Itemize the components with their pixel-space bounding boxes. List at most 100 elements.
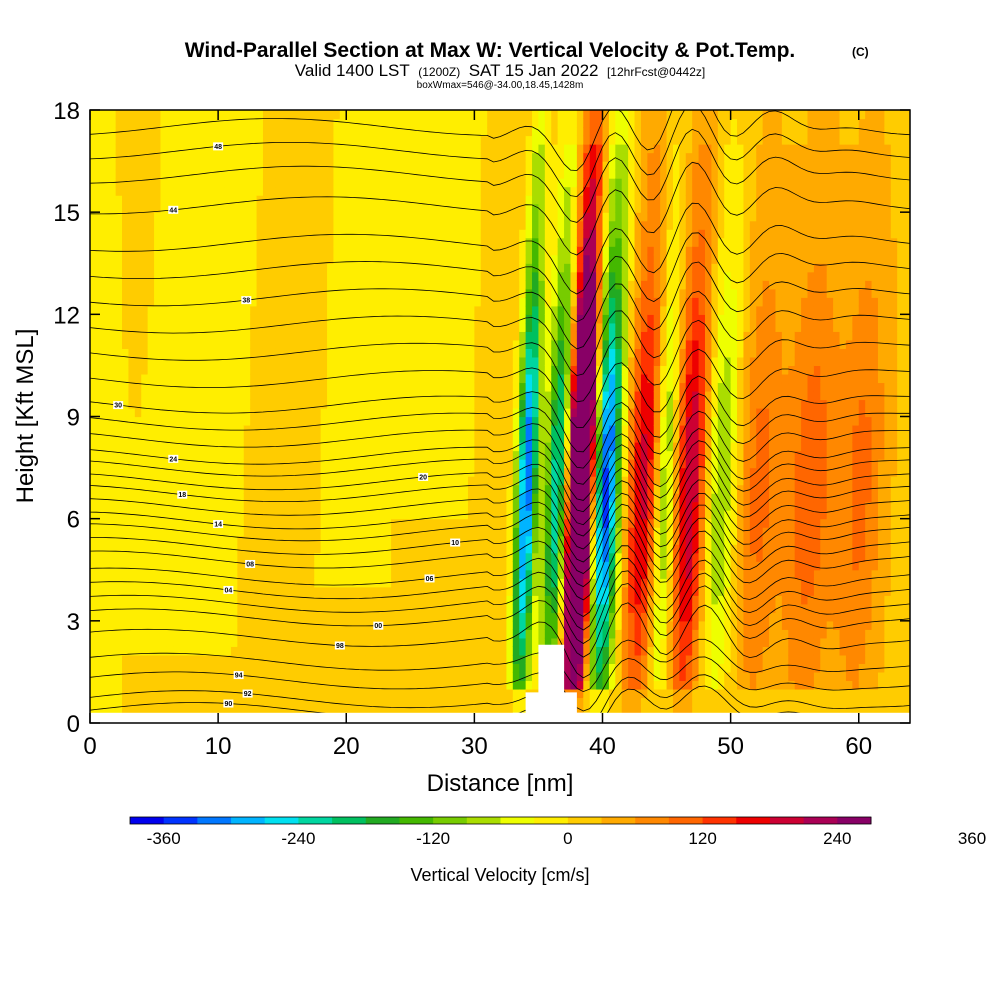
velocity-cell [371,416,379,426]
velocity-cell [346,305,354,315]
velocity-cell [307,416,315,426]
velocity-cell [327,280,335,290]
velocity-cell [525,493,533,503]
velocity-cell [109,127,117,137]
velocity-cell [275,280,283,290]
velocity-cell [359,110,367,120]
velocity-cell [262,339,270,349]
velocity-cell [474,459,482,469]
velocity-cell [307,535,315,545]
velocity-cell [397,305,405,315]
velocity-cell [173,476,181,486]
velocity-cell [314,229,322,239]
velocity-cell [205,552,213,562]
velocity-cell [192,425,200,435]
velocity-cell [416,501,424,511]
velocity-cell [115,288,123,298]
velocity-cell [275,569,283,579]
velocity-cell [320,169,328,179]
velocity-cell [333,305,341,315]
velocity-cell [122,152,130,162]
velocity-cell [397,169,405,179]
velocity-cell [160,390,168,401]
velocity-cell [480,442,488,452]
velocity-cell [301,271,309,281]
velocity-cell [166,416,174,426]
velocity-cell [256,161,264,171]
velocity-cell [115,407,123,418]
velocity-cell [442,697,450,707]
velocity-cell [333,671,341,682]
velocity-cell [506,416,514,426]
velocity-cell [141,425,149,435]
velocity-cell [378,271,386,281]
velocity-cell [410,271,418,281]
velocity-cell [519,373,527,384]
velocity-cell [429,433,437,443]
velocity-cell [166,152,174,162]
velocity-cell [410,322,418,332]
velocity-cell [96,169,104,179]
velocity-cell [467,527,475,537]
velocity-cell [346,510,354,520]
velocity-cell [352,527,360,537]
velocity-cell [160,322,168,332]
velocity-cell [115,595,123,605]
velocity-cell [371,612,379,622]
velocity-cell [301,246,309,256]
velocity-cell [237,118,245,128]
velocity-cell [512,705,520,716]
velocity-cell [500,271,508,281]
velocity-cell [448,688,456,699]
velocity-cell [90,671,98,682]
velocity-cell [173,399,181,409]
velocity-cell [275,314,283,324]
velocity-cell [211,169,219,179]
velocity-cell [359,297,367,307]
velocity-cell [128,612,136,622]
velocity-cell [410,220,418,230]
velocity-cell [391,297,399,307]
velocity-cell [218,390,226,401]
velocity-cell [109,229,117,239]
velocity-cell [371,433,379,443]
velocity-cell [134,203,142,213]
velocity-cell [307,382,315,392]
velocity-cell [166,169,174,179]
velocity-cell [256,476,264,486]
velocity-cell [211,237,219,247]
velocity-cell [480,680,488,690]
velocity-cell [467,407,475,418]
velocity-cell [333,203,341,213]
velocity-cell [250,254,258,264]
velocity-cell [461,220,469,230]
velocity-cell [186,518,194,528]
velocity-cell [243,442,251,452]
velocity-cell [512,348,520,358]
velocity-cell [141,518,149,528]
velocity-cell [474,348,482,358]
velocity-cell [256,459,264,469]
velocity-cell [429,680,437,690]
velocity-cell [179,705,187,716]
velocity-cell [327,399,335,409]
velocity-cell [102,365,110,375]
velocity-cell [282,688,290,699]
velocity-cell [307,663,315,673]
velocity-cell [218,195,226,205]
velocity-cell [435,620,443,630]
velocity-cell [327,433,335,443]
velocity-cell [122,612,130,622]
velocity-cell [429,229,437,239]
velocity-cell [122,552,130,562]
velocity-cell [250,297,258,307]
velocity-cell [134,280,142,290]
velocity-cell [262,237,270,247]
velocity-cell [378,484,386,494]
velocity-cell [423,552,431,562]
velocity-cell [154,382,162,392]
velocity-cell [141,416,149,426]
velocity-cell [243,569,251,579]
velocity-cell [96,305,104,315]
velocity-cell [352,178,360,188]
